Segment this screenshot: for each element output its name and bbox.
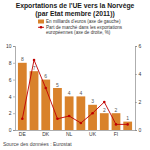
point <box>44 87 47 90</box>
tick: 2 <box>135 99 142 105</box>
tick-mark <box>135 74 137 75</box>
tick: 0 <box>9 127 15 133</box>
tick-mark <box>135 102 137 103</box>
tick: DK <box>42 130 50 137</box>
tick-label: FI <box>114 131 118 137</box>
data-label: 4 <box>79 90 82 96</box>
tick-mark <box>13 96 15 97</box>
data-label: 8 <box>21 56 24 62</box>
line <box>22 60 127 124</box>
axis-line <box>136 47 138 131</box>
bar <box>123 122 132 130</box>
y-axis: 0 2 4 6 8 10 <box>6 43 16 133</box>
tick-label: DK <box>42 131 50 137</box>
tick-label: NL <box>66 131 73 137</box>
data-label: 1 <box>126 115 129 121</box>
tick: DE <box>19 130 27 137</box>
tick-label: 10 <box>6 43 12 49</box>
tick-label: 0 <box>9 127 12 133</box>
data-label: 6 <box>44 73 47 79</box>
tick-label: 4 <box>9 94 12 100</box>
legend: En milliards d'euros (axe de gauche)Part… <box>38 19 123 35</box>
point <box>91 112 94 115</box>
tick: 0 <box>135 127 142 133</box>
tick-label: 2 <box>139 99 142 105</box>
data-label: 2 <box>115 107 118 113</box>
tick: 8 <box>9 60 15 66</box>
tick-label: UK <box>89 131 97 137</box>
tick: 4 <box>9 94 15 100</box>
data-label: 5 <box>56 82 59 88</box>
tick-mark <box>13 63 15 64</box>
legend-marker <box>40 26 43 29</box>
data-label: 4 <box>68 90 71 96</box>
tick-label: 6 <box>9 77 12 83</box>
tick-label: 4 <box>139 71 142 77</box>
tick: 6 <box>9 77 15 83</box>
point <box>68 115 71 118</box>
tick-label: DE <box>19 131 27 137</box>
legend-label: En milliards d'euros (axe de gauche) <box>46 19 121 24</box>
y2-axis: 0 2 4 6 <box>135 43 142 133</box>
point <box>56 118 59 121</box>
tick-label: 2 <box>9 110 12 116</box>
tick-label: 8 <box>9 60 12 66</box>
legend-item: Part de marché dans les exportationseuro… <box>38 25 123 35</box>
bar <box>30 71 39 130</box>
point <box>21 118 24 121</box>
bar <box>76 96 85 130</box>
annotation: Source des données : Eurostat <box>3 141 72 147</box>
bar <box>65 96 74 130</box>
point <box>80 122 83 125</box>
background <box>0 0 150 150</box>
legend-swatch <box>38 27 44 28</box>
tick: 2 <box>9 110 15 116</box>
tick-mark <box>13 130 15 131</box>
legend-swatch <box>38 20 44 24</box>
bar <box>112 113 121 130</box>
legend-label: Part de marché dans les exportationseuro… <box>46 25 123 35</box>
legend-item: En milliards d'euros (axe de gauche) <box>38 19 121 24</box>
title: Exportations de l'UE vers la Norvège <box>16 2 135 10</box>
bar <box>88 105 97 130</box>
point <box>33 59 36 62</box>
tick-mark <box>13 113 15 114</box>
tick-label: 6 <box>139 43 142 49</box>
tick: 10 <box>6 43 15 49</box>
bar <box>41 80 50 130</box>
plot-area <box>18 59 132 130</box>
tick: 6 <box>135 43 142 49</box>
tick-label: 0 <box>139 127 142 133</box>
data-labels: 8 7 6 5 4 4 3 2 2 1 <box>21 56 129 121</box>
tick-mark <box>13 46 15 47</box>
tick-mark <box>13 80 15 81</box>
bar <box>100 113 109 130</box>
point <box>115 123 118 126</box>
data-label: 7 <box>33 65 36 71</box>
tick-mark <box>135 46 137 47</box>
tick: UK <box>89 130 97 137</box>
tick: 4 <box>135 71 142 77</box>
data-label: 3 <box>91 98 94 104</box>
x-axis: DE DK NL UK FI <box>16 130 136 137</box>
axis-line <box>13 47 16 131</box>
bar <box>53 88 62 130</box>
data-label: 2 <box>103 107 106 113</box>
point <box>126 123 129 126</box>
tick: FI <box>114 130 118 137</box>
tick: NL <box>66 130 73 137</box>
point <box>103 101 106 104</box>
bar <box>18 63 27 130</box>
subtitle: (par Etat membre (2011)) <box>35 10 114 18</box>
